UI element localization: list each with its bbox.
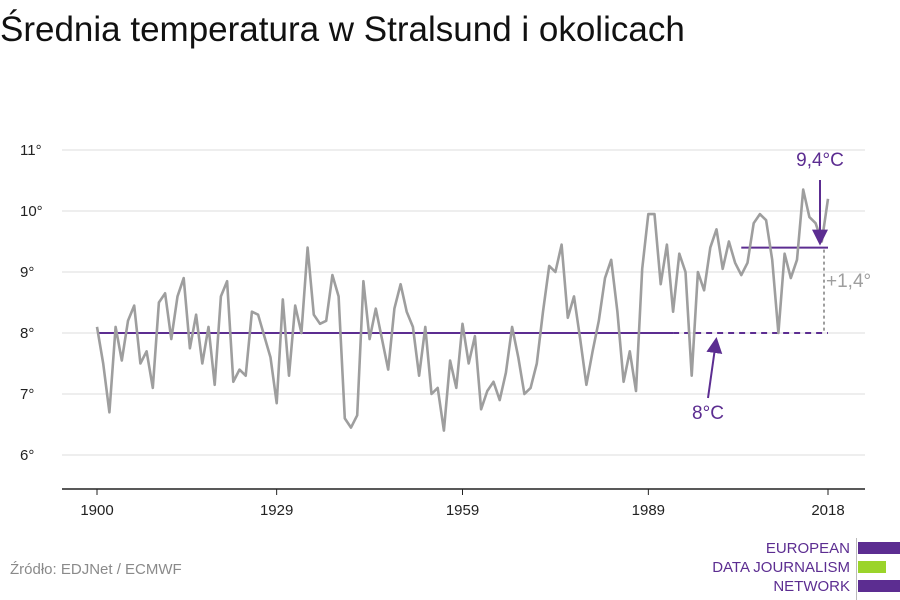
chart-title: Średnia temperatura w Stralsund i okolic… — [0, 10, 685, 49]
recent-average-label: 9,4°C — [796, 150, 844, 171]
logo-divider — [856, 538, 857, 600]
x-tick-label: 1929 — [260, 502, 293, 519]
y-tick-label: 7° — [20, 386, 34, 403]
edjnet-logo: EUROPEAN DATA JOURNALISM NETWORK — [706, 538, 900, 600]
logo-bar-2 — [858, 561, 886, 573]
y-tick-label: 9° — [20, 264, 34, 281]
x-tick-label: 2018 — [811, 502, 844, 519]
x-tick-label: 1989 — [632, 502, 665, 519]
temperature-series-line — [95, 188, 830, 432]
y-tick-label: 10° — [20, 203, 43, 220]
source-note: Źródło: EDJNet / ECMWF — [10, 561, 182, 578]
y-tick-label: 8° — [20, 325, 34, 342]
logo-text-line-3: NETWORK — [773, 578, 850, 595]
logo-text-line-2: DATA JOURNALISM — [712, 559, 850, 576]
y-tick-label: 6° — [20, 447, 34, 464]
x-tick-label: 1900 — [80, 502, 113, 519]
reference-label: 8°C — [692, 403, 724, 424]
logo-text-line-1: EUROPEAN — [765, 540, 850, 557]
delta-label: +1,4° — [826, 271, 871, 292]
logo-bar-1 — [858, 542, 900, 554]
temperature-chart: 6° 7° 8° 9° 10° 11° 1900 1929 1959 1989 2018 +1,4° 9… — [20, 142, 871, 519]
y-tick-label: 11° — [20, 142, 42, 159]
logo-bar-3 — [858, 580, 900, 592]
reference-arrow — [706, 337, 723, 399]
x-tick-label: 1959 — [446, 502, 479, 519]
